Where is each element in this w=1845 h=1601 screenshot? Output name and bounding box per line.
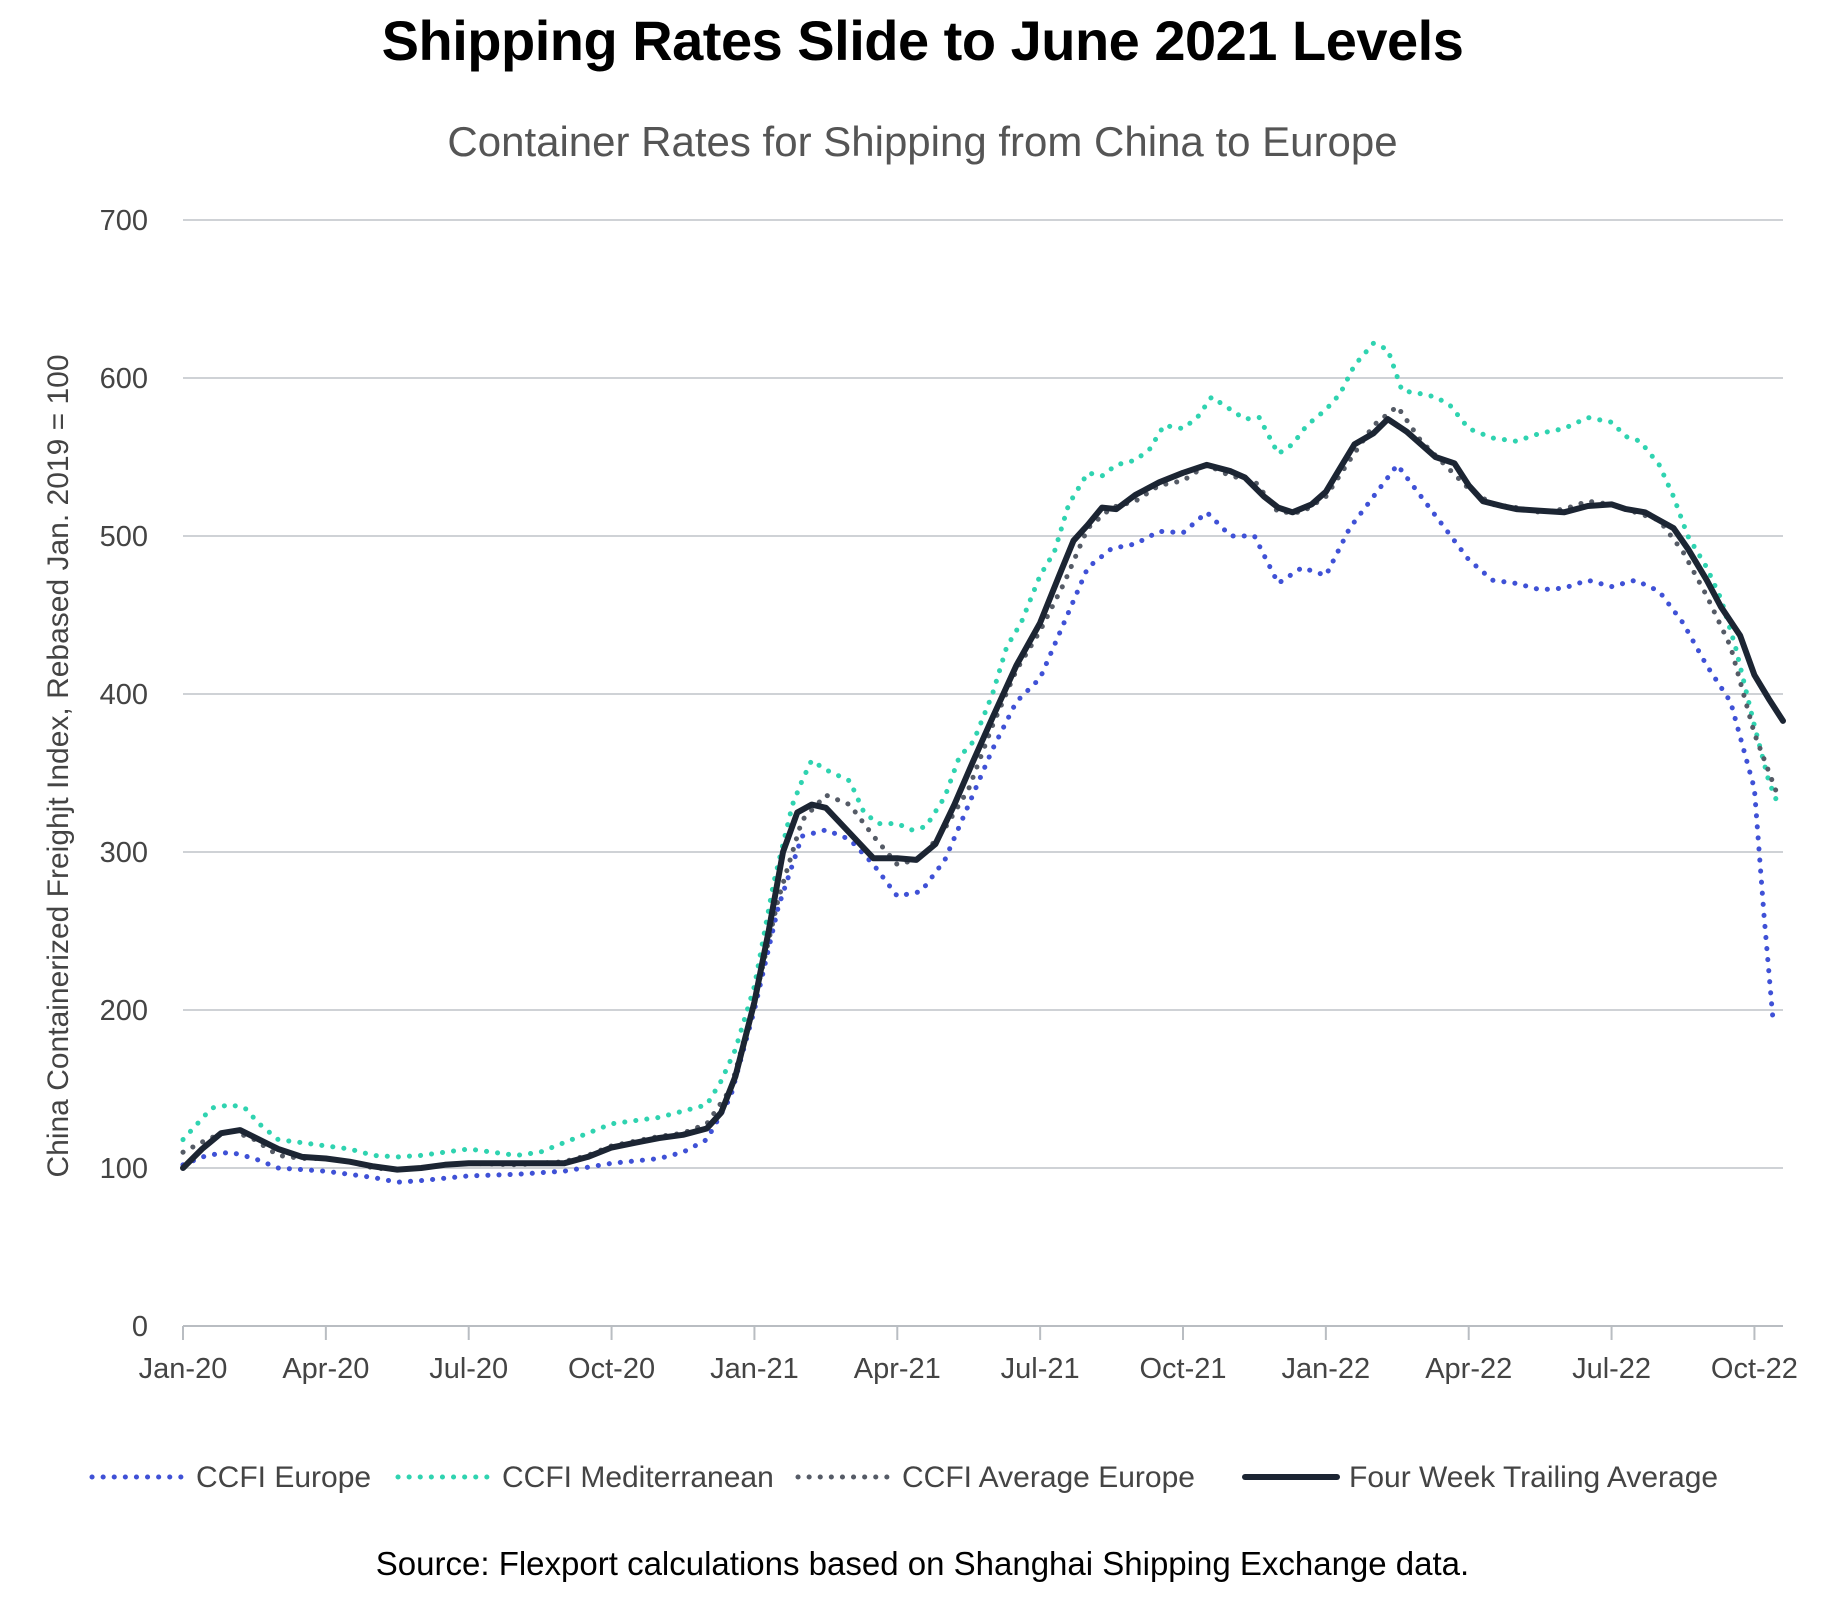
- x-tick-label: Oct-20: [568, 1353, 655, 1385]
- x-tick-label: Apr-21: [854, 1353, 941, 1385]
- series-line-ccfi-mediterranean: [180, 340, 1781, 1160]
- y-tick-label: 500: [100, 521, 148, 553]
- y-tick-label: 400: [100, 679, 148, 711]
- y-tick-label: 200: [100, 995, 148, 1027]
- x-tick-label: Apr-22: [1425, 1353, 1512, 1385]
- x-tick-label: Jan-20: [139, 1353, 228, 1385]
- legend-label-ccfi-mediterranean: CCFI Mediterranean: [502, 1461, 774, 1494]
- y-axis-label: China Containerized Freighjt Index, Reba…: [42, 354, 75, 1177]
- gridlines: [183, 219, 1783, 1327]
- y-tick-label: 100: [100, 1153, 148, 1185]
- chart-subtitle: Container Rates for Shipping from China …: [447, 118, 1398, 165]
- y-tick-label: 300: [100, 837, 148, 869]
- legend: CCFI Europe CCFI Mediterranean CCFI Averag…: [89, 1461, 1718, 1494]
- series-line-ccfi-average-europe: [180, 403, 1781, 1173]
- y-tick-label: 0: [132, 1311, 148, 1343]
- legend-label-ccfi-average-europe: CCFI Average Europe: [902, 1461, 1195, 1494]
- chart-title: Shipping Rates Slide to June 2021 Levels: [381, 9, 1464, 72]
- legend-label-ccfi-europe: CCFI Europe: [196, 1461, 371, 1494]
- series-line-ccfi-europe: [180, 462, 1776, 1185]
- x-tick-label: Jul-22: [1572, 1353, 1651, 1385]
- legend-label-four-week-trailing-average: Four Week Trailing Average: [1349, 1461, 1718, 1494]
- source-note: Source: Flexport calculations based on S…: [375, 1545, 1470, 1582]
- x-tick-label: Jul-21: [1001, 1353, 1080, 1385]
- y-tick-label: 700: [100, 205, 148, 237]
- x-tick-label: Oct-22: [1711, 1353, 1798, 1385]
- x-tick-label: Oct-21: [1139, 1353, 1226, 1385]
- x-tick-label: Jul-20: [429, 1353, 508, 1385]
- series-line-four-week-trailing-average: [180, 416, 1786, 1173]
- axes: 0 100 200 300 400 500 600 700 Jan-20 Apr-20 Jul-20…: [100, 205, 1798, 1385]
- line-chart: 0 100 200 300 400 500 600 700 Jan-20 Apr-20 Jul-20…: [42, 205, 1798, 1494]
- x-tick-label: Jan-22: [1282, 1353, 1371, 1385]
- x-tick-label: Jan-21: [710, 1353, 799, 1385]
- series-group: [180, 340, 1786, 1185]
- x-tick-label: Apr-20: [282, 1353, 369, 1385]
- y-tick-label: 600: [100, 363, 148, 395]
